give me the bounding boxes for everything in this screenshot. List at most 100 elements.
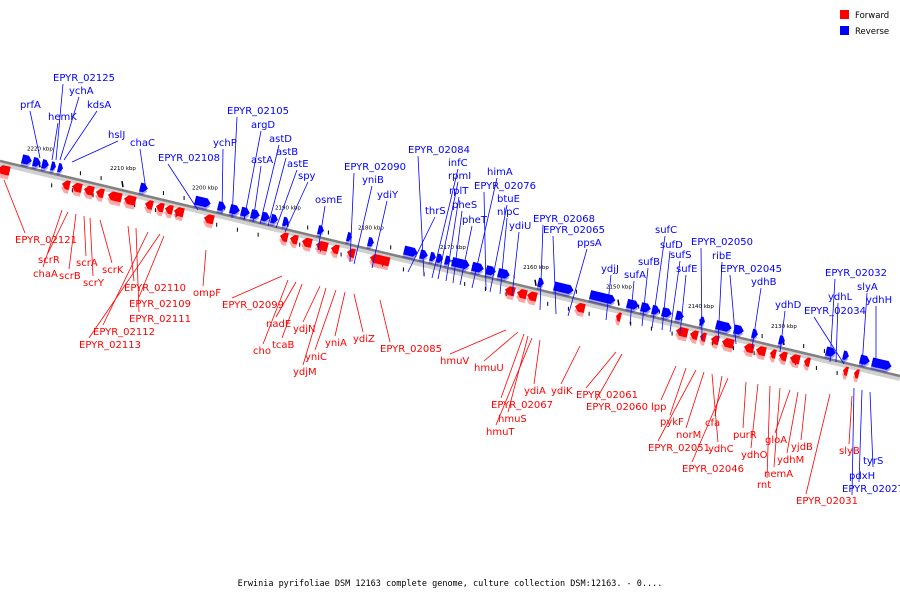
reverse-gene-label-pdxh: pdxH	[849, 471, 875, 482]
legend-forward-swatch	[840, 10, 849, 19]
forward-gene-label-ydia: ydiA	[524, 386, 546, 397]
leader-line-spy	[284, 181, 309, 233]
leader-line-phes	[452, 210, 463, 284]
reverse-gene-label-epyr-02065: EPYR_02065	[543, 225, 605, 236]
backbone	[0, 159, 900, 381]
reverse-gene-label-ydiu: ydiU	[509, 221, 531, 232]
reverse-gene-label-epyr-02068: EPYR_02068	[533, 214, 595, 225]
reverse-gene-label-ycha: ychA	[69, 86, 94, 97]
reverse-gene-block	[435, 253, 443, 266]
reverse-gene-label-hslj: hslJ	[108, 130, 125, 141]
forward-gene-label-chaa: chaA	[33, 269, 58, 280]
forward-gene-block	[83, 185, 95, 200]
reverse-gene-block	[470, 261, 484, 276]
reverse-gene-label-rplt: rplT	[449, 186, 469, 197]
leader-line-infc	[431, 168, 459, 279]
leader-line-epyr-02045	[729, 274, 737, 345]
forward-gene-label-epyr-02085: EPYR_02085	[380, 344, 442, 355]
leader-line-epyr-02099	[231, 275, 283, 299]
leader-line-epyr-02121	[3, 179, 26, 234]
leader-line-lpp	[660, 365, 677, 401]
leader-line-purr	[742, 381, 747, 429]
leader-line-tyrs	[869, 391, 874, 468]
forward-gene-label-ompf: ompF	[193, 288, 221, 299]
scale-tick-label: 2170 kbp	[440, 245, 466, 251]
leader-line-scrb	[68, 213, 77, 270]
forward-gene-block	[61, 180, 71, 194]
leader-line-ydho	[750, 383, 759, 449]
reverse-gene-block	[40, 159, 49, 172]
scale-tick-label: 2180 kbp	[358, 225, 384, 231]
reverse-gene-block	[239, 206, 250, 220]
leader-line-ydiz	[353, 293, 364, 333]
reverse-gene-label-rpmi: rpmI	[448, 171, 471, 182]
leader-line-phet	[459, 225, 473, 286]
leader-line-ydhd	[779, 310, 786, 353]
reverse-gene-label-epyr-02084: EPYR_02084	[408, 145, 470, 156]
reverse-gene-block	[345, 232, 352, 245]
legend-reverse-label: Reverse	[855, 27, 889, 37]
forward-gene-block	[155, 202, 165, 217]
reverse-gene-block	[138, 182, 148, 196]
forward-gene-label-scrb: scrB	[59, 271, 81, 282]
legend-reverse-swatch	[840, 26, 849, 35]
reverse-gene-label-hemk: hemK	[48, 112, 77, 123]
leader-line-hmus	[507, 335, 529, 413]
forward-gene-label-ydjm: ydjM	[293, 367, 317, 378]
forward-gene-block	[315, 241, 329, 256]
forward-gene-block	[710, 335, 720, 349]
forward-gene-label-ydjn: ydjN	[293, 324, 316, 335]
leader-line-hslj	[71, 140, 119, 163]
scale-tick	[121, 181, 124, 188]
reverse-gene-label-epyr-02034: EPYR_02034	[804, 306, 866, 317]
leader-line-epyr-02060	[595, 353, 623, 401]
leader-line-aste	[275, 169, 298, 229]
reverse-gene-label-epyr-02032: EPYR_02032	[825, 268, 887, 279]
leader-line-ynia	[334, 291, 346, 337]
forward-gene-block	[755, 346, 767, 361]
leader-line-argd	[243, 130, 262, 221]
reverse-gene-label-asta: astA	[251, 155, 273, 166]
forward-gene-block	[526, 291, 538, 306]
reverse-gene-block	[316, 225, 324, 238]
reverse-gene-block	[260, 211, 270, 225]
reverse-gene-label-slya: slyA	[857, 282, 878, 293]
forward-gene-label-ydhm: ydhM	[777, 455, 804, 466]
leader-line-ydjm	[302, 287, 327, 366]
reverse-gene-label-astd: astD	[269, 134, 292, 145]
leader-line-epyr-02076	[483, 191, 487, 291]
forward-gene-label-hmuv: hmuV	[440, 356, 469, 367]
leader-line-epyr-02046	[691, 377, 729, 463]
leader-line-ompf	[202, 249, 207, 287]
leader-line-chac	[139, 148, 147, 191]
reverse-gene-block	[228, 204, 240, 218]
leader-line-ydhm	[786, 391, 799, 454]
leader-line-yjdb	[800, 393, 807, 441]
reverse-gene-label-sufe: sufE	[676, 264, 697, 275]
leader-line-nade	[275, 281, 297, 318]
leader-line-sufb	[641, 267, 649, 327]
forward-gene-label-epyr-02109: EPYR_02109	[129, 299, 191, 310]
leader-line-ynic	[314, 289, 337, 351]
reverse-gene-block	[639, 302, 651, 316]
forward-gene-label-ydiz: ydiZ	[353, 334, 375, 345]
leader-line-hemk	[51, 122, 59, 161]
forward-gene-block	[0, 165, 11, 180]
leader-line-epyr-02085	[379, 299, 391, 343]
forward-gene-label-nema: nemA	[764, 469, 793, 480]
reverse-gene-label-prfa: prfA	[20, 100, 41, 111]
reverse-gene-label-ydjj: ydjJ	[601, 264, 619, 275]
reverse-gene-block	[650, 304, 660, 318]
leader-line-sufe	[679, 274, 687, 335]
reverse-gene-label-sufs: sufS	[670, 250, 691, 261]
reverse-gene-label-epyr-02076: EPYR_02076	[474, 181, 536, 192]
reverse-gene-label-sufc: sufC	[655, 225, 677, 236]
leader-line-tcab	[281, 283, 303, 339]
leader-line-norm	[685, 371, 705, 429]
leader-line-pdxh	[858, 389, 863, 483]
reverse-gene-label-epyr-02027: EPYR_02027	[842, 484, 900, 495]
reverse-gene-label-ychp: ychP	[213, 138, 237, 149]
reverse-gene-label-ydhl: ydhL	[828, 292, 853, 303]
